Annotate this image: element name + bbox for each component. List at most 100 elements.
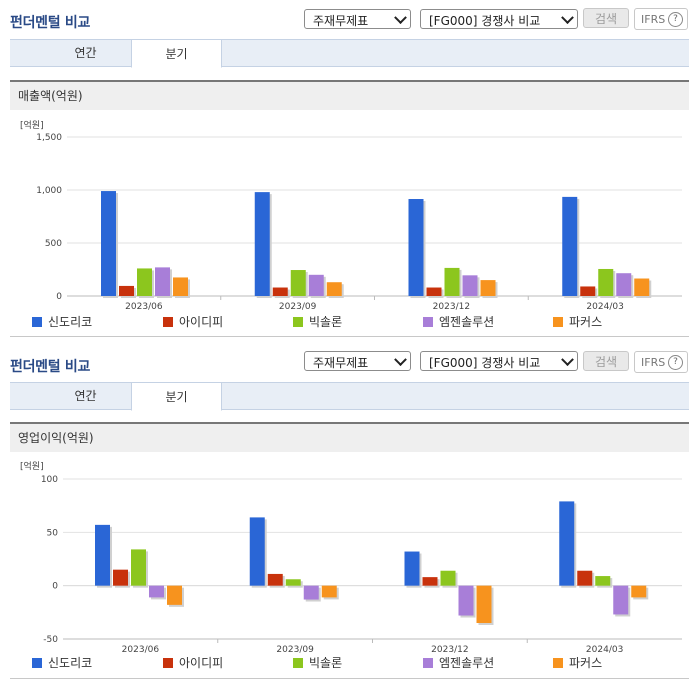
statement-type-value: 주재무제표 <box>313 14 369 28</box>
search-button[interactable]: 검색 <box>583 8 629 28</box>
bar <box>613 585 629 615</box>
chart-section-header: 매출액(억원) <box>10 80 689 110</box>
bar <box>426 287 442 296</box>
bar <box>119 285 134 296</box>
legend-item: 파커스 <box>553 654 602 670</box>
legend-swatch <box>293 658 303 668</box>
bar <box>480 280 496 296</box>
legend-label: 신도리코 <box>48 315 93 329</box>
x-tick-label: 2023/12 <box>431 645 468 655</box>
bar <box>155 267 170 296</box>
ifrs-help-button[interactable]: IFRS ? <box>634 8 688 30</box>
legend-label: 파커스 <box>569 315 603 329</box>
legend-item: 신도리코 <box>32 313 92 329</box>
chart-legend: 신도리코 아이디피 빅솔론 엠젠솔루션 파커스 <box>32 313 682 329</box>
x-tick-label: 2024/03 <box>586 302 623 312</box>
chevron-down-icon <box>561 11 574 25</box>
statement-type-select[interactable]: 주재무제표 <box>304 9 411 29</box>
help-icon: ? <box>668 12 683 27</box>
legend-swatch <box>423 317 433 327</box>
bar <box>267 573 283 586</box>
tab-annual[interactable]: 연간 <box>74 46 97 60</box>
unit-label: [억원] <box>20 462 44 472</box>
bar <box>404 551 420 586</box>
panel-title: 펀더멘털 비교 <box>10 15 91 31</box>
bar <box>559 501 575 586</box>
ifrs-label: IFRS <box>641 13 666 26</box>
bar <box>476 585 492 623</box>
tab-quarterly[interactable]: 분기 <box>131 382 222 411</box>
search-button[interactable]: 검색 <box>583 351 629 371</box>
y-tick-label: 0 <box>56 292 62 302</box>
statement-type-select[interactable]: 주재무제표 <box>304 351 411 371</box>
y-tick-label: 50 <box>47 528 59 538</box>
bar <box>137 268 152 296</box>
bar <box>631 585 647 598</box>
divider <box>10 678 689 679</box>
bar <box>149 585 164 598</box>
bar <box>101 191 116 296</box>
bar <box>598 268 614 296</box>
bar <box>577 570 593 586</box>
chevron-down-icon <box>394 11 407 25</box>
tab-annual[interactable]: 연간 <box>74 389 97 403</box>
statement-type-value: 주재무제표 <box>313 356 369 370</box>
bar <box>173 277 188 296</box>
fundamental-compare-panel-revenue: 펀더멘털 비교 주재무제표 [FG000] 경쟁사 비교 검색 IFRS ? 연… <box>10 8 689 337</box>
y-tick-label: 500 <box>45 239 62 249</box>
legend-item: 신도리코 <box>32 654 92 670</box>
bar <box>595 576 611 586</box>
legend-label: 빅솔론 <box>309 656 343 670</box>
bar <box>444 267 460 296</box>
legend-item: 엠젠솔루션 <box>423 313 494 329</box>
bar <box>440 570 456 586</box>
chevron-down-icon <box>394 353 407 367</box>
ifrs-help-button[interactable]: IFRS ? <box>634 351 688 373</box>
legend-swatch <box>423 658 433 668</box>
peer-group-value: [FG000] 경쟁사 비교 <box>429 356 541 370</box>
legend-swatch <box>553 658 563 668</box>
legend-label: 신도리코 <box>48 656 93 670</box>
y-tick-label: -50 <box>43 635 58 645</box>
chart-section-header: 영업이익(억원) <box>10 422 689 452</box>
period-tabs: 연간 분기 <box>10 39 689 68</box>
bar <box>580 286 596 296</box>
chevron-down-icon <box>561 353 574 367</box>
legend-swatch <box>293 317 303 327</box>
bar <box>254 192 270 296</box>
bar <box>458 585 474 616</box>
peer-group-select[interactable]: [FG000] 경쟁사 비교 <box>420 351 578 371</box>
y-tick-label: 1,000 <box>36 186 62 196</box>
bar <box>290 270 306 296</box>
bar <box>616 273 632 296</box>
panel-title: 펀더멘털 비교 <box>10 359 91 375</box>
x-tick-label: 2023/06 <box>122 645 160 655</box>
tab-quarterly[interactable]: 분기 <box>131 39 222 68</box>
legend-item: 엠젠솔루션 <box>423 654 494 670</box>
bar <box>113 569 128 586</box>
legend-item: 빅솔론 <box>293 654 342 670</box>
operating-profit-chart: -50 0 50 100 2023/06 2023/09 2023/12 2024/03 <box>41 475 682 655</box>
bar <box>326 282 342 296</box>
fundamental-compare-panel-operating-profit: 펀더멘털 비교 주재무제표 [FG000] 경쟁사 비교 검색 IFRS ? 연… <box>0 342 696 684</box>
bar <box>272 287 288 296</box>
x-tick-label: 2023/06 <box>125 302 163 312</box>
legend-item: 파커스 <box>553 313 602 329</box>
legend-item: 아이디피 <box>163 313 223 329</box>
y-tick-label: 1,500 <box>36 133 62 143</box>
bar <box>95 524 110 586</box>
legend-label: 엠젠솔루션 <box>439 656 495 670</box>
bar <box>321 585 337 598</box>
bar <box>303 585 319 600</box>
unit-label: [억원] <box>20 121 44 131</box>
legend-swatch <box>163 317 173 327</box>
bar <box>308 274 324 296</box>
legend-swatch <box>32 317 42 327</box>
legend-label: 아이디피 <box>179 656 224 670</box>
legend-label: 파커스 <box>569 656 603 670</box>
bar <box>462 275 478 296</box>
peer-group-select[interactable]: [FG000] 경쟁사 비교 <box>420 9 578 29</box>
y-tick-label: 100 <box>41 475 58 485</box>
bar <box>408 199 424 296</box>
peer-group-value: [FG000] 경쟁사 비교 <box>429 14 541 28</box>
